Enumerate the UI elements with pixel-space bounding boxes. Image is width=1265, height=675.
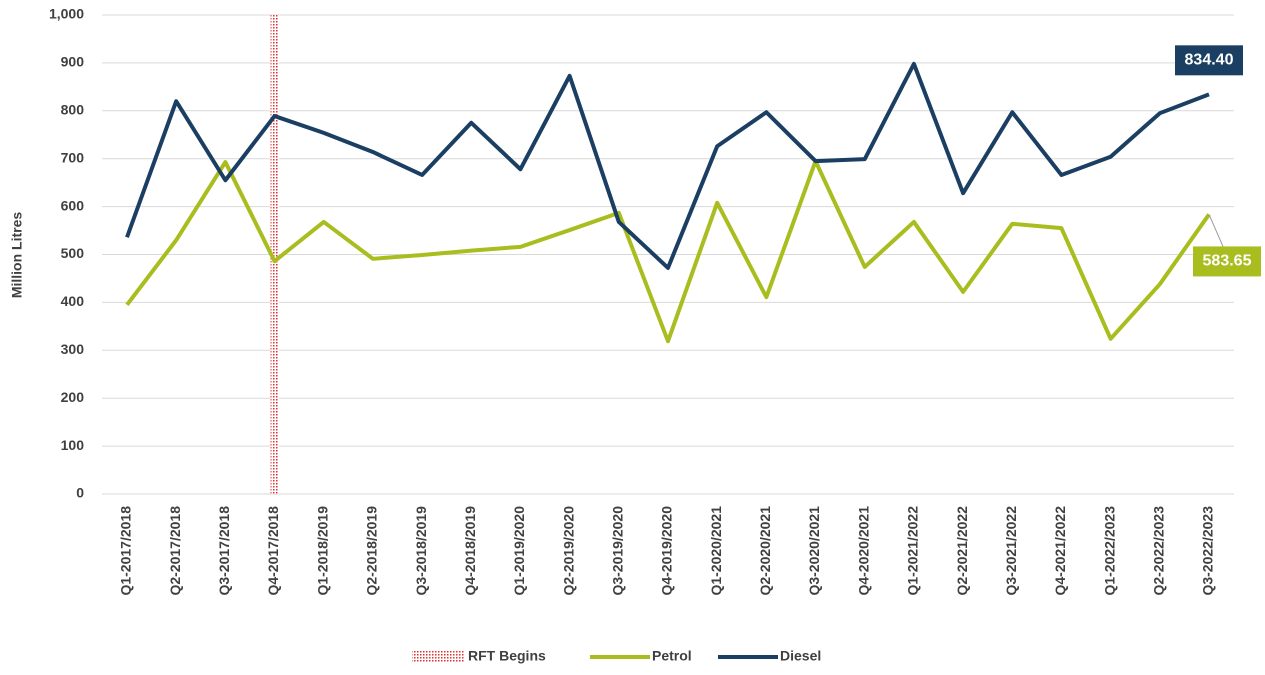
value-label-box	[1175, 45, 1243, 76]
x-tick-label: Q4-2019/2020	[659, 506, 675, 596]
x-tick-label: Q3-2017/2018	[216, 506, 232, 596]
legend-label: Diesel	[780, 648, 821, 664]
y-tick-label: 900	[61, 54, 85, 70]
x-tick-label: Q2-2020/2021	[757, 506, 773, 596]
x-tick-label: Q2-2019/2020	[560, 506, 576, 596]
legend-label: RFT Begins	[468, 648, 546, 664]
x-tick-label: Q4-2018/2019	[462, 506, 478, 596]
x-tick-label: Q3-2018/2019	[413, 506, 429, 596]
x-tick-label: Q2-2021/2022	[954, 506, 970, 596]
value-label: 834.40	[1185, 52, 1234, 69]
x-tick-label: Q1-2021/2022	[905, 506, 921, 596]
x-tick-label: Q3-2019/2020	[610, 506, 626, 596]
series-line	[125, 159, 1211, 344]
y-tick-label: 700	[61, 149, 85, 165]
leader-line	[1208, 214, 1224, 247]
y-tick-label: 300	[61, 341, 85, 357]
y-tick-label: 100	[61, 437, 85, 453]
x-tick-label: Q3-2021/2022	[1003, 506, 1019, 596]
x-tick-label: Q1-2020/2021	[708, 506, 724, 596]
y-axis-title: Million Litres	[9, 212, 25, 299]
y-tick-label: 800	[61, 102, 85, 118]
x-tick-label: Q4-2021/2022	[1052, 506, 1068, 596]
x-tick-label: Q1-2019/2020	[511, 506, 527, 596]
x-tick-label: Q4-2020/2021	[855, 506, 871, 596]
value-label: 583.65	[1203, 253, 1252, 270]
x-tick-label: Q4-2017/2018	[265, 506, 281, 596]
x-tick-label: Q2-2017/2018	[167, 506, 183, 596]
x-tick-label: Q3-2022/2023	[1200, 506, 1216, 596]
y-tick-label: 200	[61, 389, 85, 405]
x-tick-label: Q2-2018/2019	[364, 506, 380, 596]
x-tick-label: Q3-2020/2021	[806, 506, 822, 596]
x-tick-label: Q1-2018/2019	[314, 506, 330, 596]
y-tick-label: 400	[61, 293, 85, 309]
x-tick-label: Q2-2022/2023	[1151, 506, 1167, 596]
legend-label: Petrol	[652, 648, 692, 664]
x-tick-label: Q1-2022/2023	[1101, 506, 1117, 596]
rft-marker	[270, 15, 279, 494]
legend-swatch	[412, 651, 464, 663]
x-tick-label: Q1-2017/2018	[118, 506, 134, 596]
y-tick-label: 500	[61, 245, 85, 261]
series-line	[125, 61, 1210, 270]
y-tick-label: 1,000	[49, 6, 84, 22]
value-label-box	[1193, 246, 1261, 277]
y-tick-label: 0	[76, 485, 84, 501]
y-tick-label: 600	[61, 197, 85, 213]
